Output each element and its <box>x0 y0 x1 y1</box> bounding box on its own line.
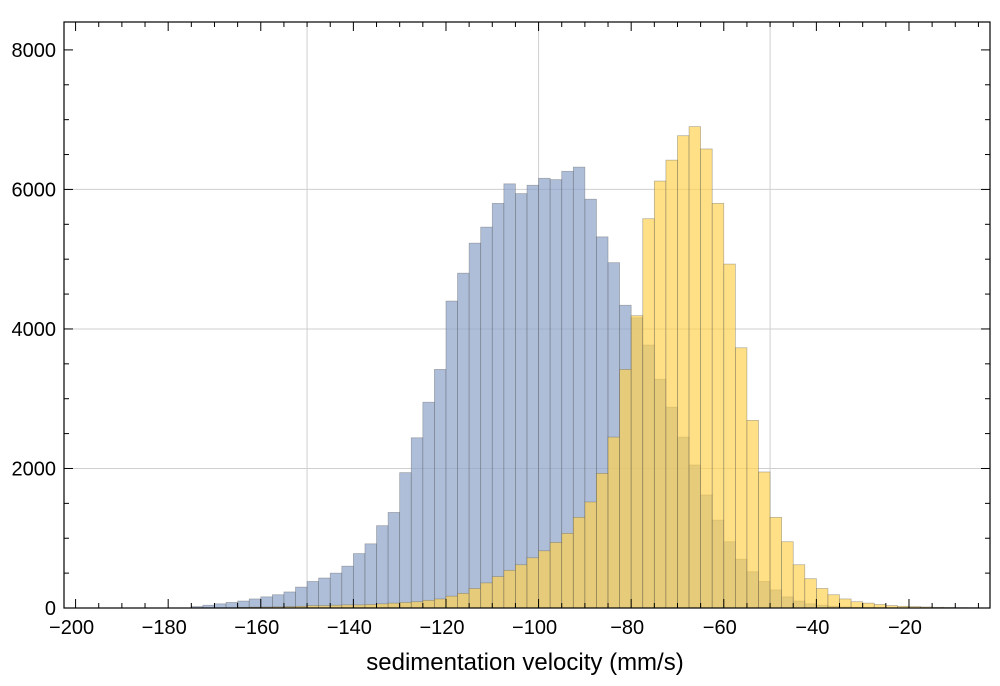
histogram-bar <box>527 185 539 608</box>
histogram-bar <box>319 578 331 608</box>
histogram-bar <box>666 160 678 608</box>
histogram-bar <box>492 203 504 608</box>
y-tick-label: 8000 <box>12 40 57 62</box>
histogram-bar <box>539 551 551 608</box>
histogram-bar <box>353 554 365 608</box>
x-axis-title: sedimentation velocity (mm/s) <box>366 649 683 676</box>
histogram-bar <box>851 602 863 608</box>
histogram-bar <box>400 473 412 608</box>
x-tick-label: −80 <box>610 617 644 639</box>
histogram-bar <box>446 596 458 608</box>
histogram-bar <box>388 512 400 608</box>
x-tick-label: −20 <box>888 617 922 639</box>
histogram-bar <box>863 603 875 608</box>
histogram-bars <box>191 127 978 608</box>
histogram-bar <box>747 420 759 608</box>
histogram-bar <box>562 533 574 608</box>
histogram-bar <box>677 136 689 608</box>
histogram-bar <box>515 194 527 608</box>
histogram-bar <box>423 402 435 608</box>
histogram-bar <box>840 599 852 608</box>
histogram-bar <box>481 227 493 608</box>
histogram-bar <box>701 149 713 608</box>
histogram-bar <box>550 542 562 608</box>
histogram-bar <box>226 602 238 608</box>
histogram-bar <box>446 301 458 608</box>
histogram-bar <box>411 602 423 608</box>
histogram-bar <box>620 369 632 608</box>
histogram-bar <box>458 273 470 608</box>
histogram-bar <box>515 565 527 608</box>
histogram-bar <box>643 219 655 608</box>
histogram-bar <box>261 597 273 608</box>
histogram-bar <box>504 184 516 608</box>
histogram-bar <box>296 587 308 608</box>
histogram-bar <box>770 517 782 608</box>
histogram-bar <box>654 181 666 608</box>
histogram-bar <box>411 438 423 608</box>
histogram-bar <box>365 544 377 608</box>
x-tick-label: −100 <box>512 617 557 639</box>
histogram-bar <box>585 502 597 608</box>
histogram-bar <box>377 526 389 608</box>
histogram-bar <box>284 592 296 608</box>
histogram-bar <box>481 583 493 608</box>
histogram-bar <box>214 604 226 608</box>
histogram-bar <box>689 127 701 608</box>
histogram-bar <box>631 316 643 608</box>
y-tick-label: 0 <box>45 598 56 620</box>
histogram-bar <box>596 473 608 608</box>
x-tick-label: −60 <box>703 617 737 639</box>
histogram-bar <box>712 203 724 608</box>
histogram-bar <box>400 602 412 608</box>
x-tick-label: −200 <box>49 617 94 639</box>
histogram-bar <box>377 604 389 608</box>
histogram-bar <box>793 565 805 608</box>
histogram-bar <box>469 243 481 608</box>
histogram-bar <box>527 558 539 608</box>
histogram-bar <box>735 348 747 608</box>
histogram-bar <box>434 369 446 608</box>
histogram-bar <box>388 603 400 608</box>
histogram-bar <box>423 600 435 608</box>
y-tick-label: 6000 <box>12 179 57 201</box>
histogram-bar <box>504 570 516 608</box>
x-tick-label: −40 <box>795 617 829 639</box>
histogram-bar <box>492 577 504 608</box>
histogram-bar <box>805 579 817 608</box>
histogram-bar <box>828 595 840 608</box>
y-tick-label: 2000 <box>12 458 57 480</box>
y-tick-label: 4000 <box>12 319 57 341</box>
histogram-bar <box>759 472 771 608</box>
histogram-bar <box>469 588 481 608</box>
histogram-bar <box>573 517 585 608</box>
histogram-bar <box>608 437 620 608</box>
histogram-bar <box>330 573 342 608</box>
x-tick-label: −120 <box>419 617 464 639</box>
histogram-bar <box>272 595 284 608</box>
x-tick-label: −160 <box>234 617 279 639</box>
histogram-bar <box>342 566 354 608</box>
histogram-bar <box>434 599 446 608</box>
histogram-bar <box>249 599 261 608</box>
histogram-bar <box>816 588 828 608</box>
histogram-bar <box>307 581 319 608</box>
histogram-bar <box>539 178 551 608</box>
x-tick-label: −180 <box>142 617 187 639</box>
histogram-bar <box>724 264 736 608</box>
x-tick-label: −140 <box>327 617 372 639</box>
histogram-bar <box>782 542 794 608</box>
histogram-bar <box>458 593 470 608</box>
